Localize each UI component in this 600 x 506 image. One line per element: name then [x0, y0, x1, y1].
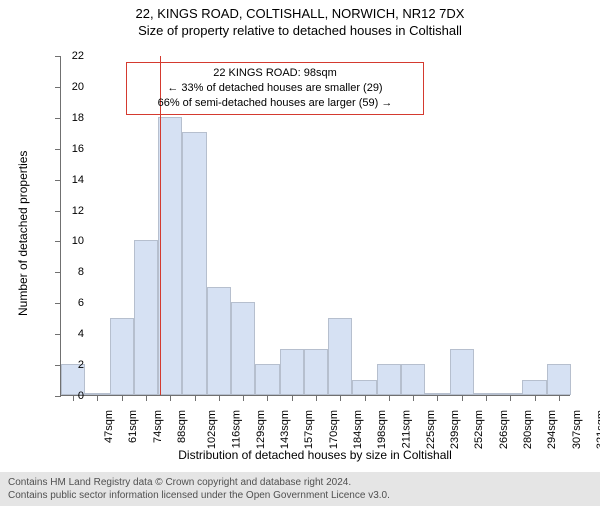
histogram-bar — [304, 349, 328, 395]
subtitle: Size of property relative to detached ho… — [0, 23, 600, 38]
x-tick-label: 252sqm — [474, 410, 486, 449]
y-tick-label: 2 — [60, 359, 84, 371]
x-tick — [389, 395, 390, 401]
x-tick-label: 225sqm — [425, 410, 437, 449]
x-tick — [535, 395, 536, 401]
x-tick-label: 184sqm — [352, 410, 364, 449]
x-tick-label: 211sqm — [400, 410, 412, 448]
y-tick-label: 20 — [60, 81, 84, 93]
histogram-bar — [110, 318, 134, 395]
x-tick-label: 61sqm — [127, 410, 139, 443]
annotation-box: 22 KINGS ROAD: 98sqm← 33% of detached ho… — [126, 62, 424, 115]
x-axis-label: Distribution of detached houses by size … — [60, 448, 570, 462]
x-tick — [340, 395, 341, 401]
x-tick — [170, 395, 171, 401]
x-tick-label: 88sqm — [176, 410, 188, 443]
x-tick — [486, 395, 487, 401]
annot-line2: ← 33% of detached houses are smaller (29… — [135, 81, 415, 96]
footer-line2: Contains public sector information licen… — [8, 489, 592, 502]
x-tick — [122, 395, 123, 401]
histogram-bar — [547, 364, 571, 395]
x-tick-label: 294sqm — [546, 410, 558, 449]
x-tick — [146, 395, 147, 401]
histogram-bar — [450, 349, 474, 395]
y-tick-label: 16 — [60, 143, 84, 155]
x-tick-label: 266sqm — [498, 410, 510, 449]
histogram-bar — [328, 318, 352, 395]
address-title: 22, KINGS ROAD, COLTISHALL, NORWICH, NR1… — [0, 6, 600, 21]
y-tick-label: 18 — [60, 112, 84, 124]
histogram-bar — [255, 364, 279, 395]
histogram-bar — [522, 380, 546, 395]
y-tick-label: 12 — [60, 205, 84, 217]
x-tick — [365, 395, 366, 401]
histogram-bar — [280, 349, 304, 395]
annot-line1: 22 KINGS ROAD: 98sqm — [135, 66, 415, 81]
y-tick-label: 10 — [60, 235, 84, 247]
y-tick-label: 4 — [60, 328, 84, 340]
x-tick — [219, 395, 220, 401]
x-tick-label: 102sqm — [206, 410, 218, 449]
x-tick-label: 198sqm — [376, 410, 388, 449]
y-axis-label: Number of detached properties — [16, 151, 30, 316]
x-tick — [243, 395, 244, 401]
x-tick-label: 129sqm — [255, 410, 267, 449]
histogram-bar — [352, 380, 376, 395]
x-tick — [316, 395, 317, 401]
histogram-chart: 22 KINGS ROAD: 98sqm← 33% of detached ho… — [60, 56, 570, 426]
histogram-bar — [207, 287, 231, 395]
x-tick — [195, 395, 196, 401]
x-tick-label: 47sqm — [103, 410, 115, 443]
y-tick-label: 14 — [60, 174, 84, 186]
x-tick — [462, 395, 463, 401]
footer: Contains HM Land Registry data © Crown c… — [0, 472, 600, 506]
histogram-bar — [158, 117, 182, 395]
histogram-bar — [134, 240, 158, 395]
x-tick-label: 143sqm — [279, 410, 291, 449]
x-tick — [437, 395, 438, 401]
x-tick — [97, 395, 98, 401]
x-tick-label: 74sqm — [152, 410, 164, 443]
x-tick — [413, 395, 414, 401]
annot-line3: 66% of semi-detached houses are larger (… — [135, 96, 415, 111]
x-tick-label: 280sqm — [522, 410, 534, 449]
y-tick-label: 22 — [60, 50, 84, 62]
x-tick-label: 116sqm — [230, 410, 242, 448]
x-tick-label: 321sqm — [595, 410, 600, 449]
y-tick-label: 0 — [60, 390, 84, 402]
footer-line1: Contains HM Land Registry data © Crown c… — [8, 476, 592, 489]
x-tick — [510, 395, 511, 401]
x-tick-label: 307sqm — [571, 410, 583, 449]
x-tick — [559, 395, 560, 401]
x-tick — [267, 395, 268, 401]
x-tick — [292, 395, 293, 401]
y-tick-label: 6 — [60, 297, 84, 309]
histogram-bar — [231, 302, 255, 395]
plot-region: 22 KINGS ROAD: 98sqm← 33% of detached ho… — [60, 56, 570, 396]
y-tick-label: 8 — [60, 266, 84, 278]
histogram-bar — [182, 132, 206, 395]
histogram-bar — [401, 364, 425, 395]
histogram-bar — [377, 364, 401, 395]
x-tick-label: 239sqm — [449, 410, 461, 449]
x-tick-label: 170sqm — [328, 410, 340, 449]
x-tick-label: 157sqm — [304, 410, 316, 449]
